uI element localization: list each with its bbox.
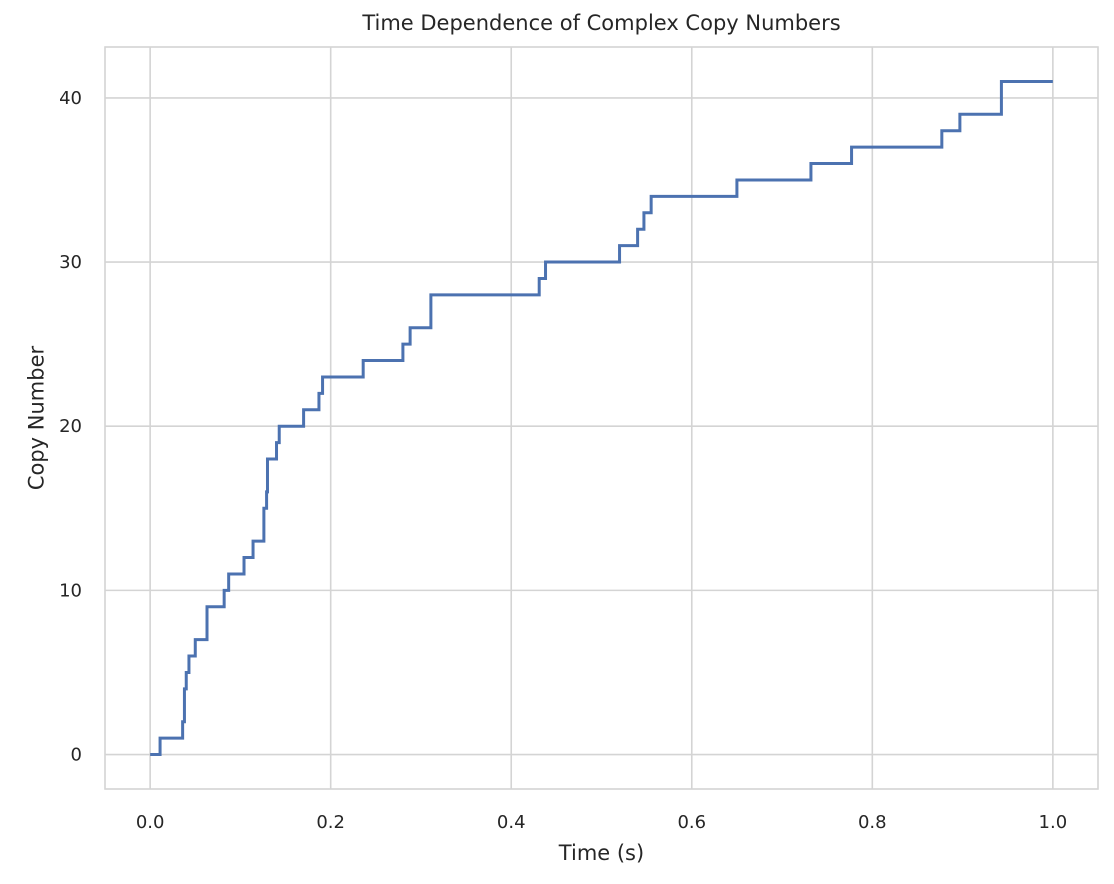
x-tick-label: 0.8 [858, 812, 887, 833]
x-tick-label: 0.4 [497, 812, 526, 833]
chart-title: Time Dependence of Complex Copy Numbers [361, 11, 840, 35]
x-tick-label: 0.2 [316, 812, 345, 833]
y-tick-label: 20 [59, 416, 82, 437]
x-tick-label: 0.0 [136, 812, 165, 833]
x-axis-ticks: 0.0 0.2 0.4 0.6 0.8 1.0 [136, 812, 1067, 833]
y-axis-label: Copy Number [24, 345, 48, 490]
y-tick-label: 0 [71, 745, 82, 766]
x-tick-label: 0.6 [677, 812, 706, 833]
y-tick-label: 30 [59, 252, 82, 273]
y-tick-label: 40 [59, 88, 82, 109]
plot-area [104, 46, 1099, 790]
series-layer [150, 79, 1053, 757]
y-axis-ticks: 0 10 20 30 40 [59, 88, 82, 766]
grid [105, 47, 1098, 789]
x-tick-label: 1.0 [1039, 812, 1068, 833]
y-tick-label: 10 [59, 580, 82, 601]
series-line [150, 79, 1053, 757]
x-axis-label: Time (s) [558, 841, 644, 865]
